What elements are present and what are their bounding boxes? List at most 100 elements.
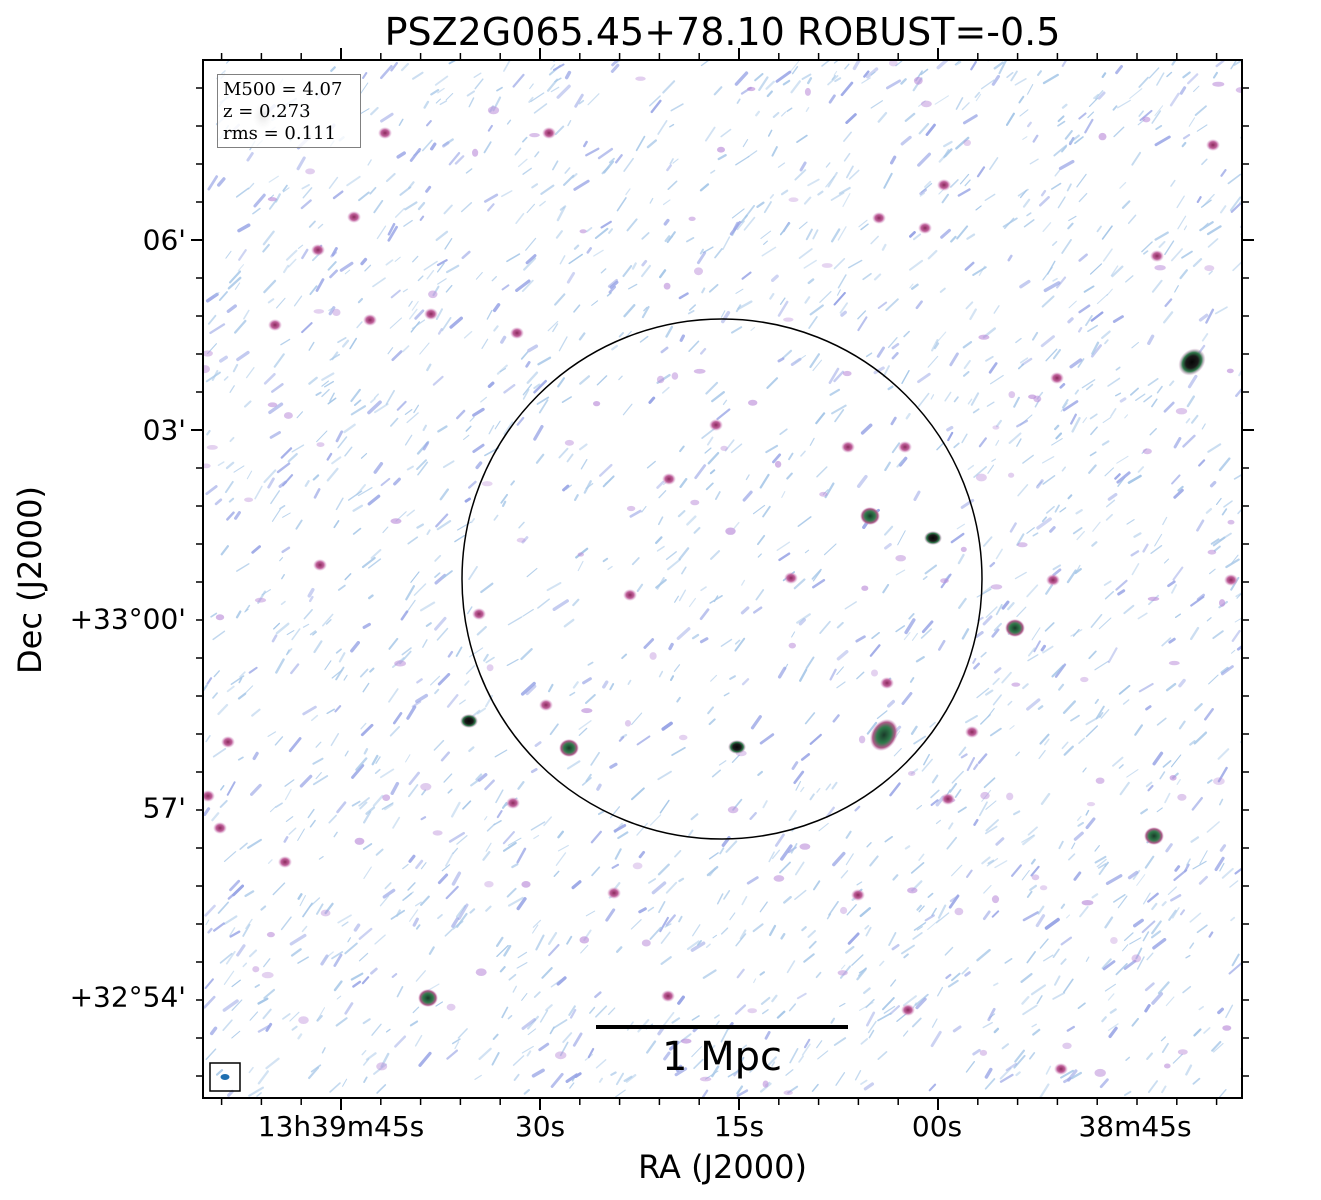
noise-streak [837,226,847,241]
noise-streak [616,197,627,212]
noise-blob [203,365,210,374]
noise-streak [288,737,302,753]
noise-streak [496,936,504,948]
noise-streak [401,647,412,656]
noise-streak [1101,225,1113,240]
noise-streak [217,901,229,914]
noise-streak [1004,957,1013,964]
noise-streak [879,960,885,967]
noise-streak [701,287,706,294]
noise-streak [829,388,841,396]
noise-streak [1142,892,1151,905]
noise-streak [780,933,786,940]
noise-streak [1208,674,1219,685]
noise-streak [1225,558,1240,569]
mass-text: M500 = 4.07 [223,79,343,100]
noise-streak [496,86,503,92]
noise-blob [555,1051,567,1060]
noise-streak [857,316,868,332]
noise-streak [1130,550,1140,557]
noise-streak [586,247,593,254]
noise-streak [909,677,915,683]
noise-streak [316,903,324,915]
noise-streak [1055,432,1062,440]
noise-streak [705,943,711,949]
noise-streak [1042,475,1056,485]
noise-streak [237,223,251,233]
noise-streak [845,830,852,839]
noise-streak [1139,109,1153,122]
noise-streak [840,870,849,879]
noise-streak [454,1041,460,1050]
noise-blob [254,597,267,603]
noise-streak [404,434,413,446]
noise-blob [1028,394,1037,400]
noise-streak [307,587,315,598]
noise-streak [1052,349,1061,360]
noise-streak [741,271,752,280]
noise-streak [288,827,297,835]
noise-streak [1094,660,1109,671]
noise-streak [589,1006,596,1014]
noise-streak [533,991,541,998]
noise-streak [724,1043,731,1051]
noise-streak [1078,112,1087,120]
noise-streak [1067,317,1074,324]
noise-blob [1131,954,1142,963]
noise-streak [762,800,768,809]
noise-streak [1170,894,1182,902]
noise-streak [279,557,284,562]
noise-streak [799,668,808,682]
noise-blob [244,497,254,503]
noise-blob [671,372,679,380]
noise-streak [343,674,348,681]
noise-streak [448,831,465,843]
noise-streak [1001,1043,1010,1050]
noise-streak [291,444,305,453]
noise-blob [783,1090,793,1095]
noise-streak [1123,604,1135,615]
noise-streak [420,816,427,821]
noise-streak [911,283,919,290]
noise-streak [500,335,507,344]
noise-streak [1157,981,1170,995]
noise-streak [1231,629,1241,642]
noise-streak [961,433,968,444]
noise-blob [593,401,601,407]
noise-streak [1235,386,1242,398]
noise-streak [649,95,661,107]
noise-streak [1091,541,1098,547]
noise-streak [593,249,604,257]
noise-streak [422,639,428,648]
noise-streak [1110,408,1117,418]
noise-streak [269,431,281,439]
noise-streak [753,978,757,984]
noise-streak [605,908,616,922]
noise-streak [1026,698,1041,711]
noise-streak [1158,240,1166,248]
noise-streak [495,789,504,804]
noise-streak [665,881,678,894]
noise-streak [716,408,731,421]
noise-streak [573,179,590,191]
noise-streak [1234,617,1242,623]
noise-streak [828,900,839,916]
noise-blob [1008,391,1016,399]
noise-streak [756,201,765,208]
noise-blob [748,399,758,406]
noise-blob [858,735,866,744]
noise-blob [267,197,277,202]
noise-streak [761,246,777,257]
noise-streak [1215,60,1225,68]
noise-streak [500,493,509,504]
noise-streak [1043,281,1061,293]
noise-streak [1052,564,1062,571]
noise-streak [550,64,556,70]
noise-blob [305,168,315,175]
noise-streak [1090,344,1102,358]
noise-streak [276,462,291,474]
noise-streak [895,569,906,576]
noise-streak [983,884,992,894]
noise-streak [1135,393,1146,401]
noise-streak [1014,78,1027,86]
